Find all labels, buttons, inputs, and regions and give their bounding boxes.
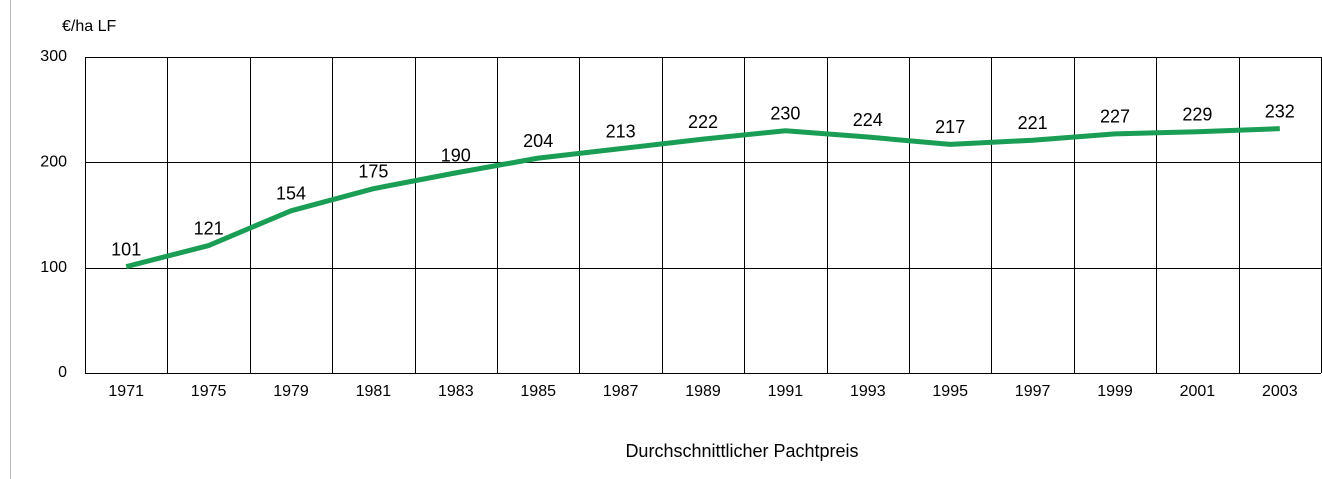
x-tick-label: 1991 xyxy=(768,383,804,400)
x-tick-label: 1983 xyxy=(438,383,474,400)
y-tick-label: 100 xyxy=(40,259,67,276)
data-label: 175 xyxy=(358,161,388,181)
x-tick-label: 1971 xyxy=(108,383,144,400)
data-label: 121 xyxy=(194,218,224,238)
x-tick-label: 1987 xyxy=(603,383,639,400)
y-tick-label: 200 xyxy=(40,154,67,171)
data-label: 222 xyxy=(688,112,718,132)
y-axis-label: €/ha LF xyxy=(62,18,116,35)
data-label: 229 xyxy=(1182,105,1212,125)
data-label: 213 xyxy=(606,121,636,141)
data-label: 232 xyxy=(1265,101,1295,121)
x-tick-label: 1989 xyxy=(685,383,721,400)
x-tick-label: 2003 xyxy=(1262,383,1298,400)
x-tick-label: 2001 xyxy=(1180,383,1216,400)
x-tick-label: 1993 xyxy=(850,383,886,400)
x-tick-label: 1995 xyxy=(932,383,968,400)
data-label: 154 xyxy=(276,184,306,204)
data-label: 204 xyxy=(523,131,553,151)
y-tick-label: 300 xyxy=(40,48,67,65)
x-tick-label: 1975 xyxy=(191,383,227,400)
x-tick-label: 1985 xyxy=(520,383,556,400)
x-axis-label: Durchschnittlicher Pachtpreis xyxy=(625,441,858,461)
data-label: 227 xyxy=(1100,107,1130,127)
data-label: 230 xyxy=(770,103,800,123)
data-label: 221 xyxy=(1018,113,1048,133)
data-label: 224 xyxy=(853,110,883,130)
x-tick-label: 1999 xyxy=(1097,383,1133,400)
x-tick-label: 1981 xyxy=(356,383,392,400)
line-series xyxy=(125,126,1280,270)
x-tick-label: 1979 xyxy=(273,383,309,400)
data-label: 217 xyxy=(935,117,965,137)
data-label: 190 xyxy=(441,146,471,166)
y-tick-label: 0 xyxy=(58,364,67,381)
x-tick-label: 1997 xyxy=(1015,383,1051,400)
data-label: 101 xyxy=(111,239,141,259)
